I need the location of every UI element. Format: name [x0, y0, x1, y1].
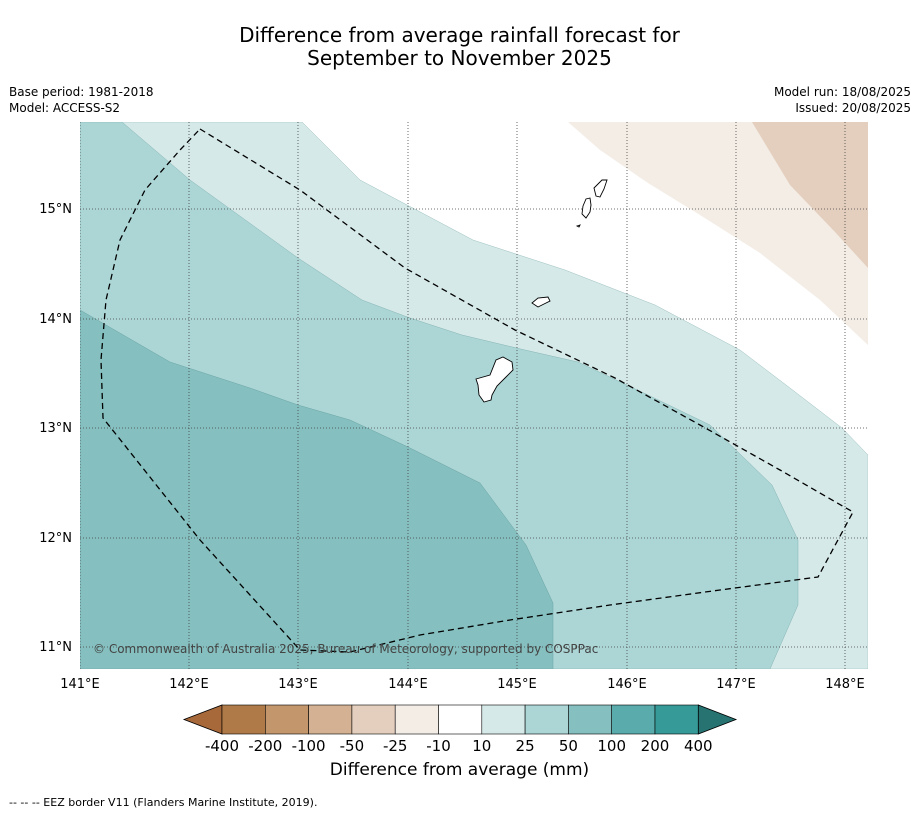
colorbar-tick-label: -400 [205, 737, 239, 755]
model-run-text: Model run: 18/08/2025 [773, 85, 911, 99]
lat-tick-labels: 15°N 14°N 13°N 12°N 11°N [39, 202, 72, 655]
lon-tick-146: 146°E [607, 677, 647, 692]
colorbar-segment [438, 704, 483, 735]
anomaly-zone-50-100 [80, 309, 554, 669]
lat-tick-11: 11°N [39, 640, 72, 655]
colorbar-tick-label: 25 [516, 737, 535, 755]
aguijan-island [575, 224, 581, 228]
tinian-island [593, 179, 608, 198]
colorbar-tick-label: 10 [472, 737, 491, 755]
lat-tick-15: 15°N [39, 202, 72, 217]
colorbar-extend-low [182, 704, 223, 735]
lon-tick-142: 142°E [169, 677, 209, 692]
anomaly-zone-minus25 [752, 122, 868, 268]
colorbar-segment [394, 704, 439, 735]
colorbar-segment [568, 704, 613, 735]
lon-tick-145: 145°E [497, 677, 537, 692]
colorbar-tick-label: -100 [292, 737, 326, 755]
issued-text: Issued: 20/08/2025 [795, 101, 911, 115]
lat-tick-14: 14°N [39, 312, 72, 327]
eez-border [100, 128, 854, 653]
colorbar-segment [308, 704, 353, 735]
colorbar-tick-label: -25 [383, 737, 408, 755]
colorbar-extend-high [697, 704, 738, 735]
colorbar-segment [481, 704, 526, 735]
colorbar-segment [221, 704, 266, 735]
colorbar: -400 -200 -100 -50 -25 -10 10 25 50 100 200 400 [182, 704, 738, 755]
colorbar-tick-label: 50 [559, 737, 578, 755]
chart-title-line2: September to November 2025 [307, 46, 612, 70]
eez-legend-note: -- -- -- EEZ border V11 (Flanders Marine… [9, 796, 318, 809]
model-text: Model: ACCESS-S2 [9, 101, 121, 115]
lat-tick-13: 13°N [39, 421, 72, 436]
colorbar-label: Difference from average (mm) [329, 760, 590, 780]
map-plot-area: © Commonwealth of Australia 2025, Bureau… [80, 122, 868, 669]
colorbar-segment [524, 704, 569, 735]
lon-tick-144: 144°E [388, 677, 428, 692]
lon-tick-148: 148°E [825, 677, 865, 692]
colorbar-segment [654, 704, 699, 735]
lon-tick-141: 141°E [60, 677, 100, 692]
colorbar-tick-label: -10 [426, 737, 451, 755]
colorbar-tick-label: 400 [684, 737, 713, 755]
chart-title-line1: Difference from average rainfall forecas… [239, 23, 680, 47]
island-outlines [475, 179, 608, 403]
lat-tick-12: 12°N [39, 531, 72, 546]
colorbar-tick-label: -50 [340, 737, 365, 755]
colorbar-segment [264, 704, 309, 735]
guam-island [475, 356, 514, 403]
colorbar-tick-label: 200 [641, 737, 670, 755]
rota-island [531, 296, 551, 308]
lon-tick-labels: 141°E 142°E 143°E 144°E 145°E 146°E 147°… [60, 677, 865, 692]
lon-tick-147: 147°E [716, 677, 756, 692]
lon-tick-143: 143°E [278, 677, 318, 692]
colorbar-segment [351, 704, 396, 735]
graticule [80, 122, 868, 669]
colorbar-segment [611, 704, 656, 735]
saipan-island [581, 197, 592, 219]
colorbar-tick-label: 100 [597, 737, 626, 755]
copyright-text: © Commonwealth of Australia 2025, Bureau… [93, 642, 598, 656]
base-period-text: Base period: 1981-2018 [9, 85, 154, 99]
colorbar-tick-label: -200 [248, 737, 282, 755]
